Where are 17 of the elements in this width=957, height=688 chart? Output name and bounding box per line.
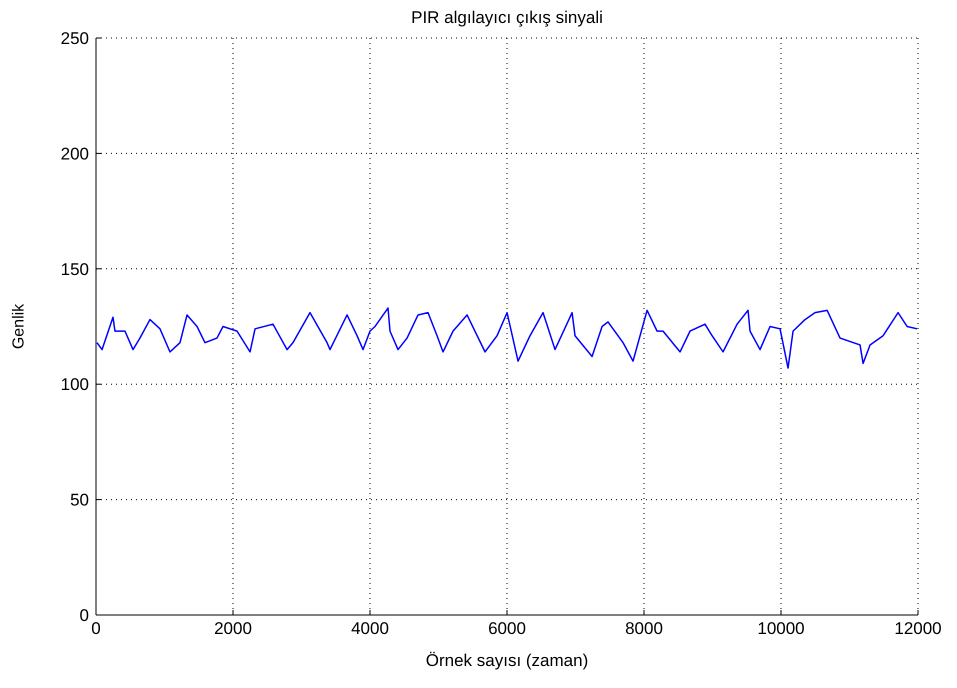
x-tick-label: 12000 [894,619,942,638]
x-tick-label: 8000 [625,619,663,638]
x-tick-label: 2000 [214,619,252,638]
y-tick-label: 100 [60,375,89,394]
line-series [96,307,918,369]
y-tick-label: 200 [60,144,89,164]
y-tick-label: 50 [70,490,89,510]
x-tick-label: 4000 [351,619,389,638]
x-tick-label: 10000 [757,619,805,638]
y-axis-title: Genlik [10,302,28,350]
x-tick-label: 6000 [488,619,526,638]
y-tick-label: 250 [60,29,89,48]
chart-title: PIR algılayıcı çıkış sinyali [410,8,604,28]
x-tick-label: 0 [91,619,101,638]
x-axis-title: Örnek sayısı (zaman) [426,651,588,670]
y-tick-label: 0 [80,606,89,626]
y-tick-label: 150 [60,260,89,279]
